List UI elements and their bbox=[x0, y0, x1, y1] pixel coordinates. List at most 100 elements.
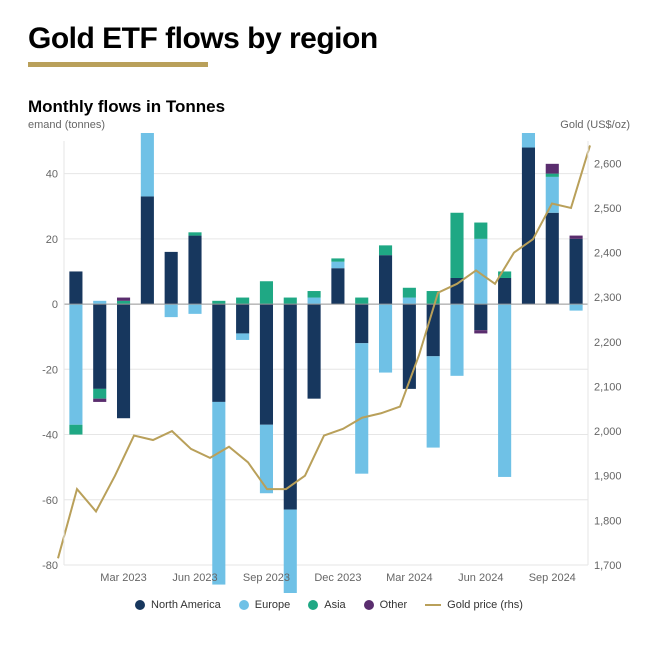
bar-europe bbox=[570, 304, 583, 311]
chart-svg: -80-60-40-20020401,7001,8001,9002,0002,1… bbox=[28, 133, 630, 593]
page: Gold ETF flows by region Monthly flows i… bbox=[0, 0, 658, 660]
svg-text:2,200: 2,200 bbox=[594, 337, 622, 349]
legend-label: Asia bbox=[324, 599, 345, 611]
right-axis-label: Gold (US$/oz) bbox=[560, 119, 630, 131]
bar-north_america bbox=[379, 255, 392, 304]
svg-text:Jun 2023: Jun 2023 bbox=[172, 572, 217, 584]
bar-asia bbox=[284, 298, 297, 305]
bar-other bbox=[117, 298, 130, 301]
svg-text:Dec 2023: Dec 2023 bbox=[314, 572, 361, 584]
legend-item: Gold price (rhs) bbox=[425, 599, 523, 611]
bar-north_america bbox=[165, 252, 178, 304]
bar-europe bbox=[141, 133, 154, 196]
svg-text:2,300: 2,300 bbox=[594, 292, 622, 304]
bar-europe bbox=[427, 356, 440, 447]
legend-item: Europe bbox=[239, 599, 290, 611]
bar-other bbox=[546, 164, 559, 174]
svg-text:40: 40 bbox=[46, 169, 58, 181]
svg-text:2,000: 2,000 bbox=[594, 426, 622, 438]
bar-north_america bbox=[570, 239, 583, 304]
legend: North America Europe Asia Other Gold price (… bbox=[28, 599, 630, 611]
svg-text:Sep 2024: Sep 2024 bbox=[529, 572, 576, 584]
legend-label: Other bbox=[380, 599, 408, 611]
bar-europe bbox=[69, 304, 82, 425]
bar-europe bbox=[331, 262, 344, 269]
legend-dot-swatch bbox=[308, 600, 318, 610]
svg-text:-80: -80 bbox=[42, 560, 58, 572]
bar-europe bbox=[403, 298, 416, 305]
bar-asia bbox=[69, 425, 82, 435]
legend-dot-swatch bbox=[135, 600, 145, 610]
svg-text:2,600: 2,600 bbox=[594, 158, 622, 170]
bar-north_america bbox=[260, 304, 273, 425]
title-underline bbox=[28, 62, 208, 67]
bar-asia bbox=[188, 232, 201, 235]
bar-north_america bbox=[355, 304, 368, 343]
bar-asia bbox=[403, 288, 416, 298]
svg-text:1,700: 1,700 bbox=[594, 560, 622, 572]
bar-north_america bbox=[403, 304, 416, 389]
bar-north_america bbox=[498, 278, 511, 304]
bar-asia bbox=[260, 281, 273, 304]
bar-other bbox=[570, 236, 583, 239]
bar-europe bbox=[379, 304, 392, 372]
bar-north_america bbox=[212, 304, 225, 402]
bar-asia bbox=[355, 298, 368, 305]
svg-text:Jun 2024: Jun 2024 bbox=[458, 572, 503, 584]
bar-north_america bbox=[93, 304, 106, 389]
svg-text:Sep 2023: Sep 2023 bbox=[243, 572, 290, 584]
chart-subtitle: Monthly flows in Tonnes bbox=[28, 97, 630, 117]
bar-north_america bbox=[117, 304, 130, 418]
bar-asia bbox=[236, 298, 249, 305]
legend-item: Asia bbox=[308, 599, 345, 611]
legend-label: North America bbox=[151, 599, 221, 611]
bar-asia bbox=[93, 389, 106, 399]
bar-asia bbox=[331, 258, 344, 261]
svg-text:1,900: 1,900 bbox=[594, 471, 622, 483]
svg-text:20: 20 bbox=[46, 234, 58, 246]
svg-text:2,500: 2,500 bbox=[594, 203, 622, 215]
bar-asia bbox=[379, 245, 392, 255]
bar-north_america bbox=[69, 271, 82, 304]
svg-text:2,400: 2,400 bbox=[594, 248, 622, 260]
svg-text:0: 0 bbox=[52, 299, 58, 311]
svg-text:-60: -60 bbox=[42, 495, 58, 507]
bar-europe bbox=[188, 304, 201, 314]
bar-europe bbox=[355, 343, 368, 473]
legend-dot-swatch bbox=[364, 600, 374, 610]
bar-north_america bbox=[546, 213, 559, 304]
bar-europe bbox=[546, 177, 559, 213]
bar-north_america bbox=[308, 304, 321, 399]
svg-text:Mar 2023: Mar 2023 bbox=[100, 572, 146, 584]
axis-labels-row: emand (tonnes) Gold (US$/oz) bbox=[28, 119, 630, 131]
left-axis-label: emand (tonnes) bbox=[28, 119, 105, 131]
bar-asia bbox=[546, 174, 559, 177]
svg-text:2,100: 2,100 bbox=[594, 381, 622, 393]
bar-north_america bbox=[522, 148, 535, 305]
page-title: Gold ETF flows by region bbox=[28, 22, 630, 56]
bar-europe bbox=[212, 402, 225, 585]
bar-europe bbox=[165, 304, 178, 317]
bar-north_america bbox=[284, 304, 297, 509]
bar-other bbox=[93, 399, 106, 402]
legend-dot-swatch bbox=[239, 600, 249, 610]
svg-text:1,800: 1,800 bbox=[594, 515, 622, 527]
bar-asia bbox=[450, 213, 463, 278]
bar-north_america bbox=[450, 278, 463, 304]
svg-text:-20: -20 bbox=[42, 364, 58, 376]
bar-north_america bbox=[331, 268, 344, 304]
bar-north_america bbox=[188, 236, 201, 304]
legend-line-swatch bbox=[425, 604, 441, 606]
legend-label: Europe bbox=[255, 599, 290, 611]
bar-europe bbox=[450, 304, 463, 376]
bar-europe bbox=[498, 304, 511, 477]
chart-area: -80-60-40-20020401,7001,8001,9002,0002,1… bbox=[28, 133, 630, 593]
bar-north_america bbox=[236, 304, 249, 333]
bar-europe bbox=[522, 133, 535, 148]
bar-north_america bbox=[474, 304, 487, 330]
bar-europe bbox=[308, 298, 321, 305]
bar-asia bbox=[474, 223, 487, 239]
bar-north_america bbox=[141, 196, 154, 304]
svg-text:Mar 2024: Mar 2024 bbox=[386, 572, 432, 584]
bar-europe bbox=[236, 333, 249, 340]
